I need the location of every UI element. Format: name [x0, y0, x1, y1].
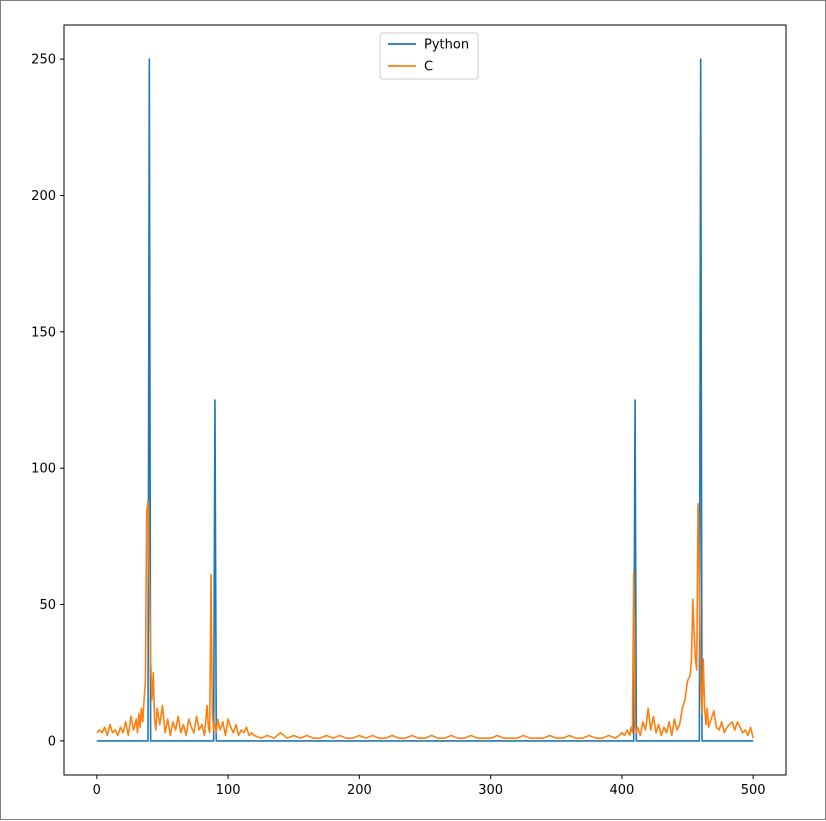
x-tick-label: 300: [478, 783, 503, 798]
y-tick-label: 200: [31, 189, 56, 204]
axes-frame: [63, 24, 787, 776]
legend-label-python: Python: [424, 38, 469, 53]
y-tick-label: 250: [31, 53, 56, 68]
y-tick-label: 150: [31, 325, 56, 340]
x-tick-label: 100: [216, 783, 241, 798]
y-tick-label: 100: [31, 462, 56, 477]
series-lines: [96, 58, 754, 742]
series-line-c: [96, 500, 754, 739]
y-tick-label: 50: [39, 598, 56, 613]
x-tick-label: 200: [347, 783, 372, 798]
x-tick-label: 500: [741, 783, 766, 798]
x-axis-ticks: 0 100 200 300 400 500: [93, 775, 766, 798]
series-line-python: [96, 58, 754, 742]
y-tick-label: 0: [48, 734, 56, 749]
legend: Python C: [379, 32, 479, 80]
x-tick-label: 0: [93, 783, 101, 798]
legend-label-c: C: [424, 60, 433, 75]
axes: [63, 24, 787, 776]
y-axis-ticks: 0 50 100 150 200 250: [31, 53, 64, 749]
x-tick-label: 400: [609, 783, 634, 798]
plot-area: [64, 25, 786, 775]
